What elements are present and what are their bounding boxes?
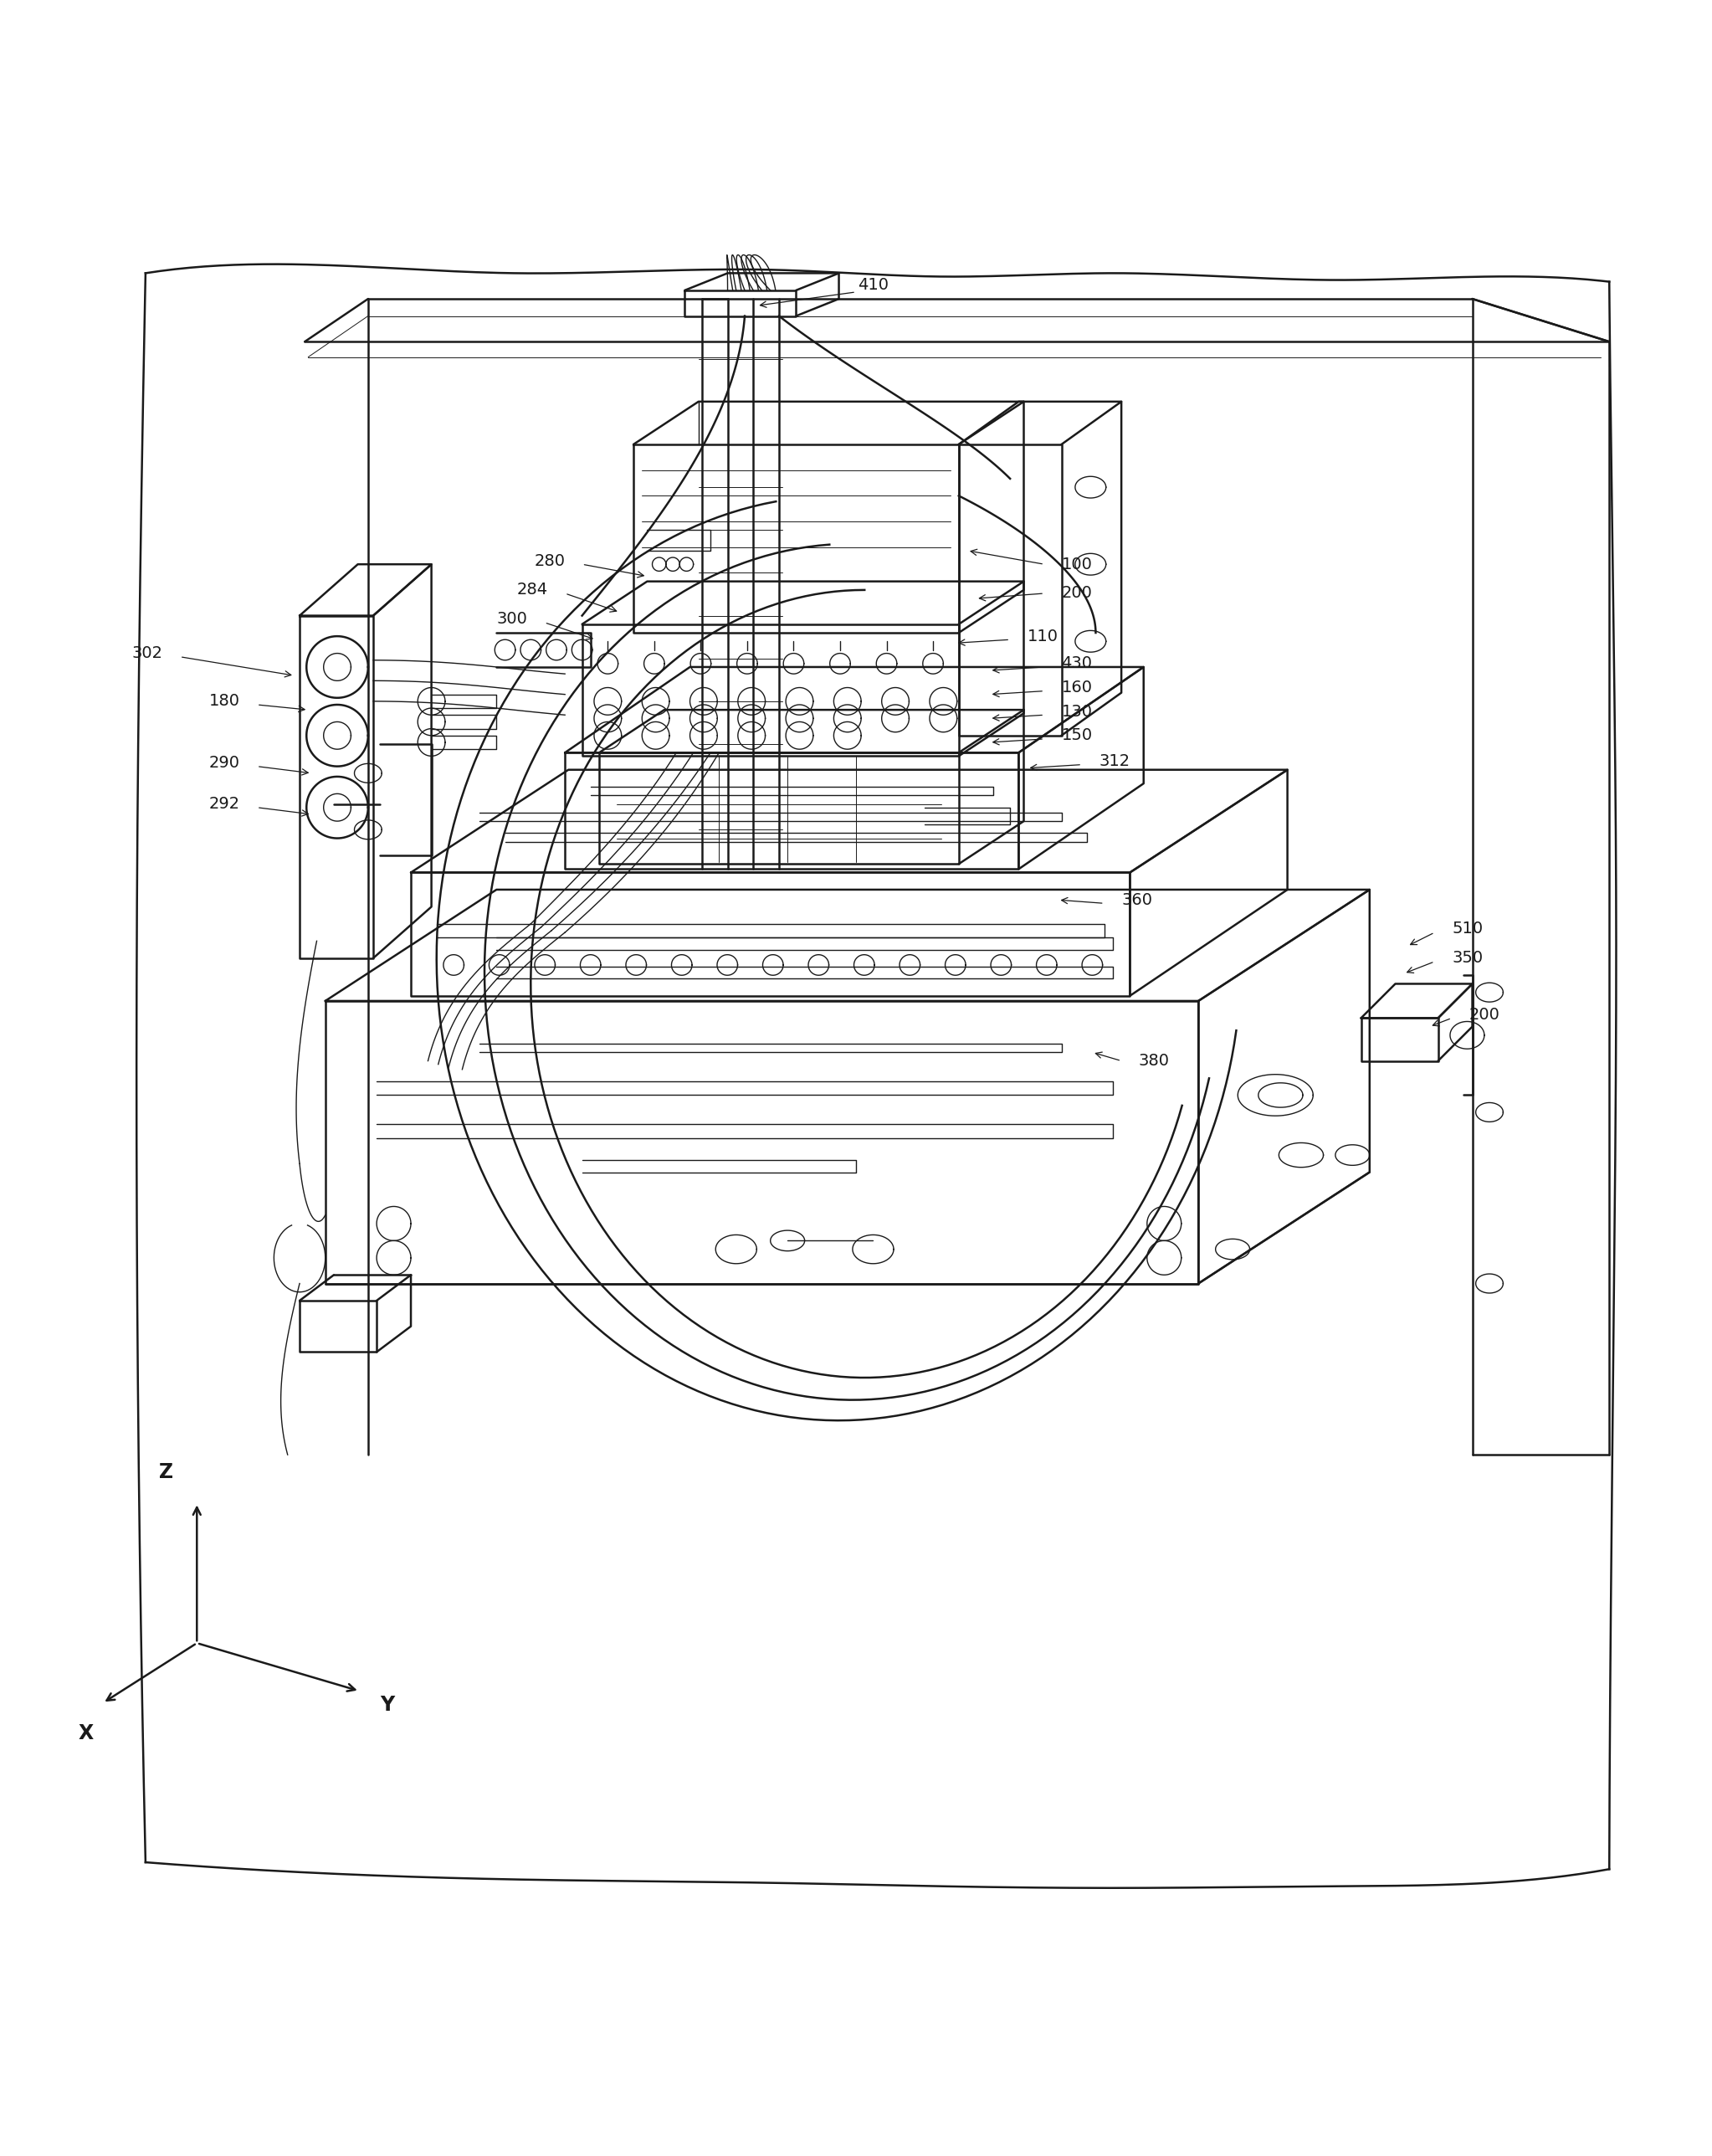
Text: 410: 410 <box>858 278 889 293</box>
Text: 380: 380 <box>1138 1052 1169 1069</box>
Text: Y: Y <box>380 1695 394 1714</box>
Text: 350: 350 <box>1452 951 1483 966</box>
Text: 430: 430 <box>1061 655 1092 671</box>
Text: 150: 150 <box>1061 727 1092 744</box>
Text: 100: 100 <box>1061 556 1092 571</box>
Text: 290: 290 <box>209 755 240 772</box>
Text: 200: 200 <box>1061 586 1092 602</box>
Text: 302: 302 <box>132 645 163 662</box>
Text: 200: 200 <box>1469 1007 1500 1022</box>
Text: 110: 110 <box>1027 627 1058 645</box>
Text: 312: 312 <box>1099 752 1130 770</box>
Text: 360: 360 <box>1121 893 1152 908</box>
Text: 300: 300 <box>496 610 527 627</box>
Text: 510: 510 <box>1452 921 1483 938</box>
Text: 180: 180 <box>209 694 240 709</box>
Text: Z: Z <box>159 1462 173 1481</box>
Text: 160: 160 <box>1061 679 1092 696</box>
Text: 292: 292 <box>209 796 240 813</box>
Text: 130: 130 <box>1061 703 1092 720</box>
Text: X: X <box>79 1723 92 1744</box>
Text: 284: 284 <box>517 582 548 597</box>
Text: 280: 280 <box>534 552 565 569</box>
